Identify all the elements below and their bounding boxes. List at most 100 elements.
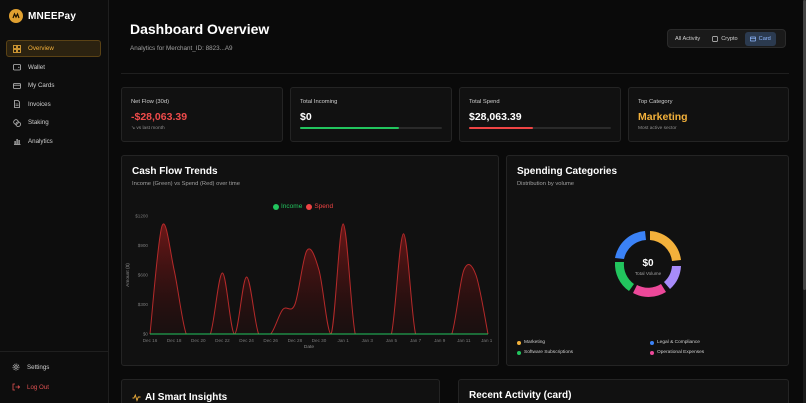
legend-income-swatch <box>273 203 279 210</box>
donut-center-label: Total Volume <box>635 271 662 276</box>
y-tick-label: $900 <box>138 243 149 248</box>
sidebar-item-label: Overview <box>28 45 54 52</box>
stat-value: -$28,063.39 <box>131 111 188 123</box>
x-tick-label: Jan 5 <box>386 338 398 343</box>
spending-donut-chart: $0 Total Volume <box>614 231 681 297</box>
stat-label: Top Category <box>638 99 673 105</box>
page-subtitle: Analytics for Merchant_ID: 8823...A9 <box>130 45 233 52</box>
donut-segment-operational[interactable] <box>633 284 666 297</box>
donut-segment-legal[interactable] <box>615 231 646 259</box>
incoming-progress-bar <box>300 127 442 129</box>
logout-label: Log Out <box>27 383 50 391</box>
sidebar-item-analytics[interactable]: Analytics <box>6 133 101 150</box>
incoming-progress-fill <box>300 127 400 129</box>
category-legend-software: Software Subscriptions <box>517 350 573 355</box>
mneepay-logo-icon <box>9 9 23 23</box>
y-tick-label: $600 <box>138 273 149 278</box>
stat-value: Marketing <box>638 111 688 123</box>
stat-note: ↘ vs last month <box>131 126 165 131</box>
filter-label: All Activity <box>675 35 701 42</box>
legend-spend-swatch <box>306 203 313 210</box>
x-tick-label: Dec 24 <box>239 338 254 343</box>
sidebar-item-label: Analytics <box>28 137 53 145</box>
sidebar-item-invoices[interactable]: Invoices <box>6 96 101 113</box>
coins-icon <box>13 119 21 127</box>
header-divider <box>121 73 789 74</box>
activity-filter: All Activity Crypto Card <box>667 29 786 48</box>
sidebar: MNEEPay Overview Wallet My Cards Invoice… <box>0 0 109 403</box>
sidebar-footer: Settings Log Out <box>0 351 109 403</box>
legend-label: Marketing <box>524 340 546 345</box>
document-icon <box>14 100 20 109</box>
x-tick-label: Dec 28 <box>288 338 303 343</box>
x-tick-label: Dec 22 <box>215 338 230 343</box>
scrollbar-thumb[interactable] <box>803 0 806 290</box>
settings-button[interactable]: Settings <box>12 363 49 371</box>
brand[interactable]: MNEEPay <box>9 9 76 23</box>
legend-label: Legal & Compliance <box>657 340 700 345</box>
spending-categories-panel: Spending Categories Distribution by volu… <box>506 155 789 366</box>
brand-name: MNEEPay <box>28 10 77 22</box>
x-axis-title: Date <box>304 344 314 350</box>
spending-subtitle: Distribution by volume <box>517 181 575 187</box>
sidebar-nav: Overview Wallet My Cards Invoices Stakin… <box>6 40 101 152</box>
filter-card[interactable]: Card <box>744 31 776 46</box>
category-legend-legal: Legal & Compliance <box>650 340 700 345</box>
legend-swatch <box>650 340 654 345</box>
y-tick-label: $300 <box>138 302 149 307</box>
page-title: Dashboard Overview <box>130 21 270 37</box>
x-tick-label: Jan 11 <box>457 338 471 343</box>
legend-swatch <box>517 340 521 345</box>
bar-chart-icon <box>14 139 21 146</box>
x-tick-label: Jan 13 <box>481 338 492 343</box>
filter-crypto[interactable]: Crypto <box>707 32 742 46</box>
stat-value: $0 <box>300 111 312 123</box>
settings-label: Settings <box>27 363 50 371</box>
sidebar-item-my-cards[interactable]: My Cards <box>6 77 101 94</box>
x-tick-label: Jan 7 <box>410 338 422 343</box>
grid-icon <box>13 44 21 53</box>
donut-segment-marketing[interactable] <box>650 231 681 261</box>
crypto-icon <box>712 35 719 42</box>
sidebar-item-wallet[interactable]: Wallet <box>6 59 101 76</box>
spending-title: Spending Categories <box>517 166 618 177</box>
category-legend-operational: Operational Expenses <box>650 350 704 355</box>
legend-spend: Spend <box>306 203 333 210</box>
category-legend-marketing: Marketing <box>517 340 545 345</box>
stat-value: $28,063.39 <box>469 111 522 123</box>
spend-progress-bar <box>469 127 611 129</box>
filter-label: Crypto <box>721 35 738 42</box>
donut-center-value: $0 <box>642 258 654 269</box>
filter-all-activity[interactable]: All Activity <box>670 32 705 46</box>
sidebar-item-label: Staking <box>28 119 49 127</box>
y-tick-label: $1200 <box>135 214 148 219</box>
spend-area <box>150 223 488 334</box>
ai-insights-panel: AI Smart Insights <box>121 379 440 403</box>
ai-insights-title: AI Smart Insights <box>145 392 228 403</box>
stat-top-category: Top Category Marketing Most active secto… <box>628 87 789 142</box>
card-icon <box>749 36 756 41</box>
donut-segment-purple[interactable] <box>664 266 681 289</box>
x-tick-label: Dec 18 <box>167 338 182 343</box>
logout-icon <box>12 383 20 391</box>
sidebar-item-label: Wallet <box>28 63 45 71</box>
donut-segment-software[interactable] <box>614 262 634 291</box>
activity-pulse-icon <box>132 393 141 402</box>
sidebar-item-staking[interactable]: Staking <box>6 114 101 131</box>
ai-insights-header: AI Smart Insights <box>132 392 227 403</box>
stat-note: Most active sector <box>638 126 677 131</box>
chart-legend: Income Spend <box>273 203 333 210</box>
legend-spend-label: Spend <box>314 203 334 210</box>
logout-button[interactable]: Log Out <box>12 383 49 391</box>
x-tick-label: Dec 16 <box>143 338 158 343</box>
wallet-icon <box>13 64 21 71</box>
y-tick-label: $0 <box>143 332 149 337</box>
stat-label: Total Incoming <box>300 99 338 105</box>
legend-label: Software Subscriptions <box>524 350 574 355</box>
x-tick-label: Jan 3 <box>362 338 374 343</box>
stat-net-flow: Net Flow (30d) -$28,063.39 ↘ vs last mon… <box>121 87 283 142</box>
stat-label: Total Spend <box>469 99 500 105</box>
legend-label: Operational Expenses <box>657 350 705 355</box>
legend-income: Income <box>273 203 302 210</box>
sidebar-item-overview[interactable]: Overview <box>6 40 101 57</box>
